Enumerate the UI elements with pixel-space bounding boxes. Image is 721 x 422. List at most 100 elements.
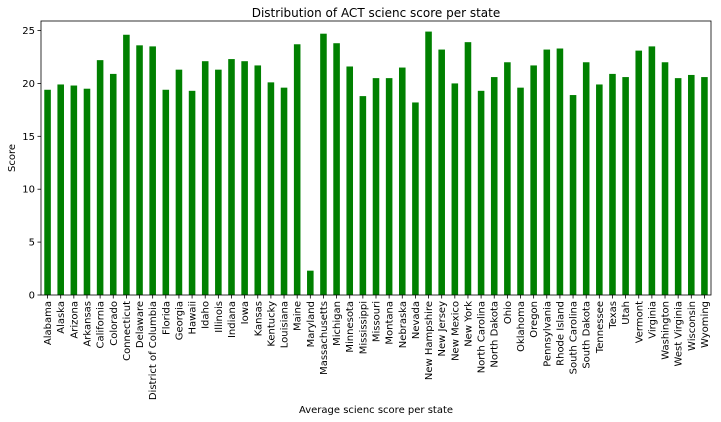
bar-district-of-columbia <box>149 46 156 295</box>
bar-tennessee <box>596 84 603 295</box>
y-tick-label: 10 <box>22 185 35 196</box>
bar-iowa <box>241 61 248 296</box>
bar-arkansas <box>83 88 91 296</box>
y-tick-label: 15 <box>22 132 35 143</box>
x-tick-label: Montana <box>385 301 396 345</box>
x-axis: Alabama Alaska Arizona Arkansas California Co… <box>43 295 711 400</box>
bar-kansas <box>254 65 262 296</box>
x-tick-label: Delaware <box>135 301 146 348</box>
x-tick-label: Florida <box>161 301 172 335</box>
x-tick-label: New Jersey <box>437 301 448 357</box>
bar-louisiana <box>280 87 288 296</box>
x-tick-label: Indiana <box>227 301 238 338</box>
bar-nevada <box>412 102 419 296</box>
x-tick-label: Massachusetts <box>319 301 330 375</box>
bar-new-jersey <box>438 49 445 296</box>
y-axis: 0 5 10 15 20 25 <box>22 26 41 302</box>
bar-utah <box>622 77 629 295</box>
bar-alaska <box>57 84 64 295</box>
y-tick-label: 0 <box>29 291 35 302</box>
bar-south-carolina <box>569 95 577 295</box>
bar-idaho <box>201 61 209 296</box>
bar-texas <box>609 73 616 296</box>
x-tick-label: Kentucky <box>266 301 277 347</box>
x-axis-label: Average scienc score per state <box>299 405 453 416</box>
x-tick-label: Hawaii <box>188 301 199 335</box>
bar-vermont <box>635 50 643 296</box>
bar-new-hampshire <box>425 31 432 296</box>
x-tick-label: Washington <box>661 301 672 360</box>
bar-maine <box>293 44 301 295</box>
x-tick-label: California <box>96 301 107 349</box>
bar-kentucky <box>267 82 275 295</box>
bar-michigan <box>333 43 340 295</box>
bar-colorado <box>109 73 117 296</box>
chart-title: Distribution of ACT scienc score per sta… <box>252 6 501 20</box>
x-tick-label: Oregon <box>529 301 540 338</box>
x-tick-label: Connecticut <box>122 301 133 361</box>
x-tick-label: Iowa <box>240 301 251 324</box>
bar-washington <box>661 62 669 296</box>
x-tick-label: West Virginia <box>674 301 685 366</box>
x-tick-label: Alaska <box>56 301 67 334</box>
x-tick-label: Texas <box>608 301 619 330</box>
x-tick-label: Michigan <box>332 301 343 346</box>
x-tick-label: Arizona <box>69 301 80 339</box>
x-tick-label: Maine <box>293 301 304 331</box>
bar-delaware <box>136 45 143 295</box>
x-tick-label: New York <box>463 301 474 347</box>
x-tick-label: Kansas <box>253 301 264 336</box>
x-tick-label: Louisiana <box>280 301 291 348</box>
bar-arizona <box>70 85 78 295</box>
x-tick-label: Oklahoma <box>516 301 527 352</box>
bar-west-virginia <box>674 78 682 295</box>
bar-mississippi <box>359 96 367 295</box>
bar-nebraska <box>398 67 406 295</box>
x-tick-label: North Carolina <box>477 301 488 373</box>
x-tick-label: Georgia <box>174 301 185 340</box>
bar-montana <box>385 78 393 295</box>
bar-illinois <box>215 69 222 295</box>
x-tick-label: Tennessee <box>595 301 606 354</box>
x-tick-label: Wyoming <box>700 301 711 348</box>
bar-oklahoma <box>517 87 524 296</box>
bar-california <box>96 60 104 295</box>
x-tick-label: New Hampshire <box>424 301 435 380</box>
x-tick-label: Maryland <box>306 301 317 347</box>
bar-south-dakota <box>582 62 590 296</box>
x-tick-label: Wisconsin <box>687 301 698 351</box>
x-tick-label: Rhode Island <box>555 301 566 366</box>
bars-group <box>44 31 708 296</box>
bar-rhode-island <box>556 48 564 296</box>
bar-connecticut <box>123 34 130 295</box>
bar-georgia <box>175 69 183 295</box>
bar-virginia <box>648 46 656 295</box>
y-tick-label: 5 <box>29 238 35 249</box>
bar-minnesota <box>346 66 354 296</box>
x-tick-label: Ohio <box>503 301 514 324</box>
x-tick-label: District of Columbia <box>148 301 159 400</box>
bar-massachusetts <box>320 33 327 295</box>
x-tick-label: South Dakota <box>582 301 593 369</box>
x-tick-label: Illinois <box>214 301 225 333</box>
bar-ohio <box>504 62 511 296</box>
bar-pennsylvania <box>543 49 551 296</box>
x-tick-label: North Dakota <box>490 301 501 368</box>
x-tick-label: Alabama <box>43 301 54 345</box>
y-tick-label: 25 <box>22 26 35 37</box>
bar-wyoming <box>701 77 708 295</box>
bar-north-carolina <box>477 90 485 295</box>
bar-indiana <box>228 59 235 295</box>
y-axis-label: Score <box>7 144 18 172</box>
bar-north-dakota <box>490 77 498 295</box>
bar-new-mexico <box>451 83 459 295</box>
x-tick-label: Virginia <box>647 301 658 339</box>
x-tick-label: South Carolina <box>569 301 580 374</box>
x-tick-label: Minnesota <box>345 301 356 353</box>
bar-oregon <box>530 65 537 296</box>
bar-wisconsin <box>688 74 695 295</box>
y-tick-label: 20 <box>22 79 35 90</box>
bar-alabama <box>44 89 51 295</box>
x-tick-label: Pennsylvania <box>542 301 553 367</box>
